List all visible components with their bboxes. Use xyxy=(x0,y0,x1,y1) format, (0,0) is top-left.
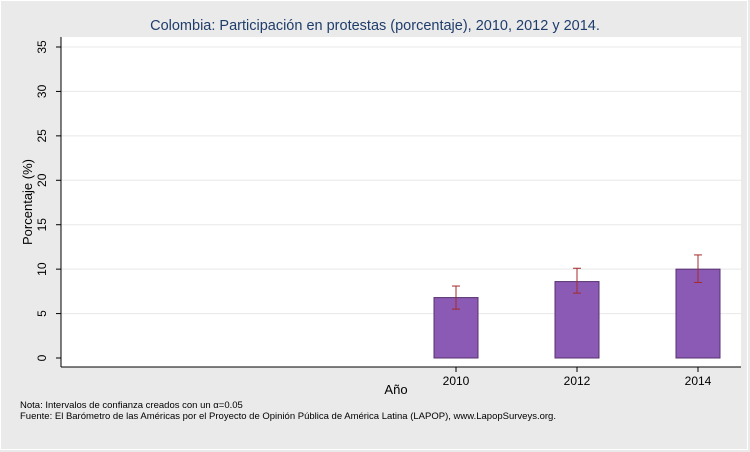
bar-2014 xyxy=(675,268,721,359)
x-axis-label: Año xyxy=(384,382,407,397)
bars xyxy=(433,268,721,359)
y-tick-label: 10 xyxy=(35,262,49,276)
y-tick-label: 30 xyxy=(35,84,49,98)
y-tick-label: 15 xyxy=(35,218,49,232)
x-tick-label-2012: 2012 xyxy=(564,374,591,388)
x-ticks: 2010 2012 2014 xyxy=(443,367,712,388)
y-ticks: 0 5 10 15 20 25 30 35 xyxy=(35,40,61,361)
chart-title: Colombia: Participación en protestas (po… xyxy=(150,18,600,34)
y-tick-label: 0 xyxy=(35,354,49,361)
y-axis-label: Porcentaje (%) xyxy=(20,159,35,245)
plot-area xyxy=(61,37,741,367)
y-tick-label: 35 xyxy=(35,40,49,54)
ci-note: Nota: Intervalos de confianza creados co… xyxy=(20,400,243,411)
y-tick-label: 20 xyxy=(35,173,49,187)
ci-note-prefix: Nota: Intervalos de confianza creados co… xyxy=(20,400,214,411)
y-tick-label: 25 xyxy=(35,129,49,143)
source-note: Fuente: El Barómetro de las Américas por… xyxy=(20,411,556,422)
ci-note-suffix: =0.05 xyxy=(218,400,243,411)
gridlines xyxy=(61,46,741,315)
ci-note-alpha: α xyxy=(213,400,219,411)
x-tick-label-2010: 2010 xyxy=(443,374,470,388)
error-bars xyxy=(452,254,702,310)
y-tick-label: 5 xyxy=(35,310,49,317)
x-tick-label-2014: 2014 xyxy=(685,374,712,388)
